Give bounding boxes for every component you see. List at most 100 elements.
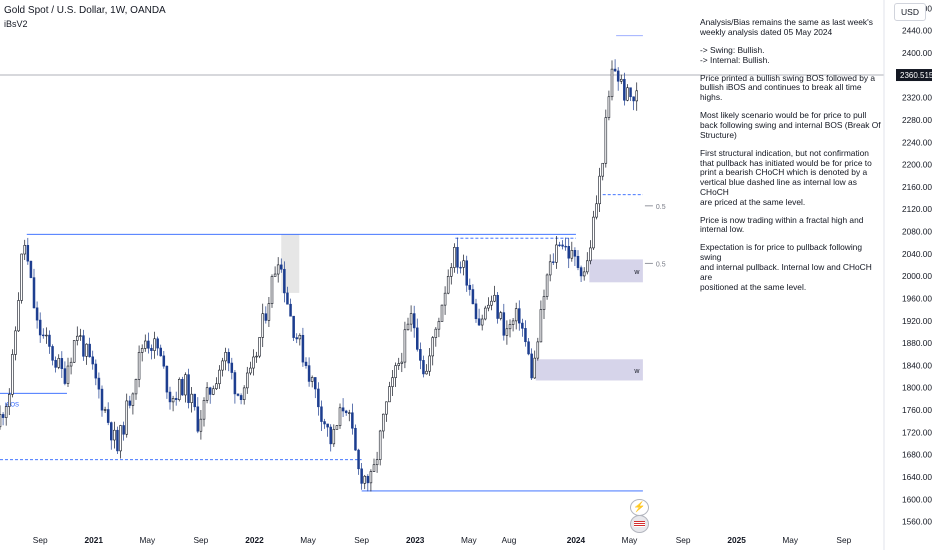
candle-body bbox=[178, 379, 181, 400]
time-tick-label: May bbox=[461, 535, 478, 545]
candle-body bbox=[378, 430, 382, 460]
candle-body bbox=[493, 294, 496, 302]
candle-body bbox=[372, 464, 376, 472]
time-tick-label: Sep bbox=[33, 535, 48, 545]
time-tick-label: May bbox=[782, 535, 799, 545]
candle-body bbox=[459, 266, 462, 269]
candle-body bbox=[357, 449, 360, 470]
candle-body bbox=[592, 216, 595, 249]
note-scenario: Most likely scenario would be for price … bbox=[700, 110, 881, 140]
candle-body bbox=[428, 355, 431, 372]
candle-body bbox=[595, 203, 598, 218]
price-tick-label: 1800.000 bbox=[902, 383, 932, 393]
candle-body bbox=[289, 303, 292, 317]
candle-body bbox=[60, 358, 64, 369]
candle-body bbox=[632, 96, 635, 102]
candle-body bbox=[215, 383, 218, 390]
candle-body bbox=[184, 374, 187, 396]
candle-body bbox=[69, 361, 73, 367]
candle-body bbox=[576, 255, 580, 268]
candle-body bbox=[552, 261, 555, 263]
price-tick-label: 2400.000 bbox=[902, 48, 932, 58]
candle-body bbox=[110, 422, 113, 441]
candle-body bbox=[63, 368, 67, 384]
candle-body bbox=[153, 338, 156, 351]
candle-body bbox=[456, 247, 459, 268]
candle-body bbox=[295, 337, 298, 340]
candle-body bbox=[190, 393, 193, 403]
candle-body bbox=[323, 421, 326, 425]
candle-body bbox=[388, 386, 391, 403]
candle-body bbox=[72, 340, 76, 363]
symbol-title[interactable]: Gold Spot / U.S. Dollar, 1W, OANDA bbox=[4, 5, 166, 16]
candle-body bbox=[403, 329, 407, 363]
candle-body bbox=[100, 388, 104, 411]
candle-body bbox=[462, 260, 465, 268]
candle-body bbox=[4, 406, 8, 418]
candle-body bbox=[338, 407, 342, 426]
indicator-label[interactable]: iBsV2 bbox=[4, 19, 28, 29]
candle-body bbox=[598, 175, 601, 205]
candle-body bbox=[252, 356, 255, 369]
candle-body bbox=[82, 335, 85, 357]
candle-body bbox=[150, 347, 153, 351]
candle-body bbox=[471, 289, 475, 305]
candles bbox=[0, 59, 638, 492]
candle-body bbox=[270, 276, 274, 304]
candle-body bbox=[496, 294, 499, 319]
candle-body bbox=[14, 330, 17, 355]
candle-body bbox=[239, 395, 243, 400]
candle-body bbox=[66, 365, 70, 384]
candle-body bbox=[406, 323, 410, 331]
candle-body bbox=[249, 367, 252, 374]
candle-body bbox=[23, 244, 26, 255]
candle-body bbox=[38, 319, 42, 336]
candle-body bbox=[113, 429, 116, 441]
candle-body bbox=[474, 303, 478, 320]
fib-level-label: 0.5 bbox=[656, 204, 666, 211]
time-tick-label: Aug bbox=[502, 535, 517, 545]
candle-body bbox=[304, 361, 308, 366]
price-tick-label: 1560.000 bbox=[902, 517, 932, 527]
candle-body bbox=[530, 353, 533, 379]
candle-body bbox=[487, 304, 490, 309]
lightning-icon[interactable]: ⚡ bbox=[630, 499, 649, 516]
time-tick-label: 2023 bbox=[406, 535, 425, 545]
candle-body bbox=[233, 372, 237, 395]
candle-body bbox=[258, 337, 261, 357]
candle-body bbox=[400, 361, 404, 364]
candle-body bbox=[54, 359, 57, 368]
price-tick-label: 1960.000 bbox=[902, 293, 932, 303]
note-bos: Price printed a bullish swing BOS follow… bbox=[700, 72, 876, 103]
candle-body bbox=[616, 70, 620, 82]
candle-body bbox=[79, 335, 82, 337]
candle-body bbox=[484, 307, 487, 320]
candle-body bbox=[375, 459, 379, 466]
candle-body bbox=[131, 393, 135, 406]
current-price-tag bbox=[896, 69, 932, 82]
time-tick-label: May bbox=[139, 535, 156, 545]
candle-body bbox=[586, 260, 589, 273]
price-tick-label: 2320.000 bbox=[902, 93, 932, 103]
price-tick-label: 2240.000 bbox=[902, 137, 932, 147]
candle-body bbox=[94, 363, 98, 379]
candle-body bbox=[382, 413, 385, 432]
candle-body bbox=[171, 398, 175, 403]
candle-body bbox=[42, 334, 45, 337]
candle-body bbox=[607, 96, 611, 118]
candle-body bbox=[409, 313, 413, 325]
candle-body bbox=[224, 352, 227, 362]
candle-body bbox=[91, 356, 94, 365]
us-flag-icon[interactable] bbox=[630, 515, 649, 533]
candle-body bbox=[518, 308, 521, 324]
candle-body bbox=[573, 250, 577, 257]
candle-body bbox=[261, 313, 264, 338]
zone-label: w bbox=[633, 269, 640, 276]
candle-body bbox=[32, 277, 36, 309]
currency-selector[interactable]: USD bbox=[894, 3, 926, 21]
price-tick-label: 2280.000 bbox=[902, 115, 932, 125]
candle-body bbox=[443, 292, 447, 306]
time-tick-label: 2021 bbox=[85, 535, 104, 545]
candle-body bbox=[267, 303, 271, 321]
